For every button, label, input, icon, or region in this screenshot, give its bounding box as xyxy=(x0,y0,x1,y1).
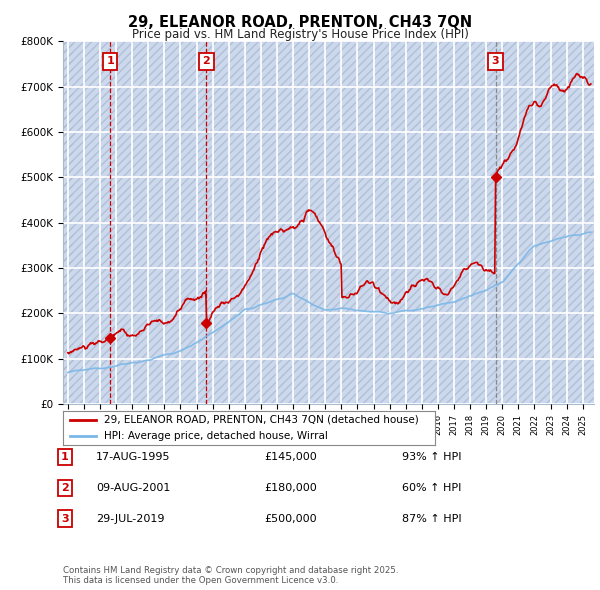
Text: HPI: Average price, detached house, Wirral: HPI: Average price, detached house, Wirr… xyxy=(104,431,328,441)
Text: 17-AUG-1995: 17-AUG-1995 xyxy=(96,453,170,462)
Text: 09-AUG-2001: 09-AUG-2001 xyxy=(96,483,170,493)
Text: 93% ↑ HPI: 93% ↑ HPI xyxy=(402,453,461,462)
Text: 2: 2 xyxy=(61,483,68,493)
Bar xyxy=(63,41,73,404)
Text: 29-JUL-2019: 29-JUL-2019 xyxy=(96,514,164,523)
Text: 3: 3 xyxy=(61,514,68,523)
Text: 60% ↑ HPI: 60% ↑ HPI xyxy=(402,483,461,493)
Text: 3: 3 xyxy=(492,56,499,66)
Text: £500,000: £500,000 xyxy=(264,514,317,523)
Text: Contains HM Land Registry data © Crown copyright and database right 2025.
This d: Contains HM Land Registry data © Crown c… xyxy=(63,566,398,585)
Text: 1: 1 xyxy=(106,56,114,66)
Text: 2: 2 xyxy=(202,56,210,66)
Text: £145,000: £145,000 xyxy=(264,453,317,462)
Text: Price paid vs. HM Land Registry's House Price Index (HPI): Price paid vs. HM Land Registry's House … xyxy=(131,28,469,41)
Text: 87% ↑ HPI: 87% ↑ HPI xyxy=(402,514,461,523)
Text: 29, ELEANOR ROAD, PRENTON, CH43 7QN (detached house): 29, ELEANOR ROAD, PRENTON, CH43 7QN (det… xyxy=(104,415,419,425)
Text: 29, ELEANOR ROAD, PRENTON, CH43 7QN: 29, ELEANOR ROAD, PRENTON, CH43 7QN xyxy=(128,15,472,30)
Text: £180,000: £180,000 xyxy=(264,483,317,493)
Text: 1: 1 xyxy=(61,453,68,462)
